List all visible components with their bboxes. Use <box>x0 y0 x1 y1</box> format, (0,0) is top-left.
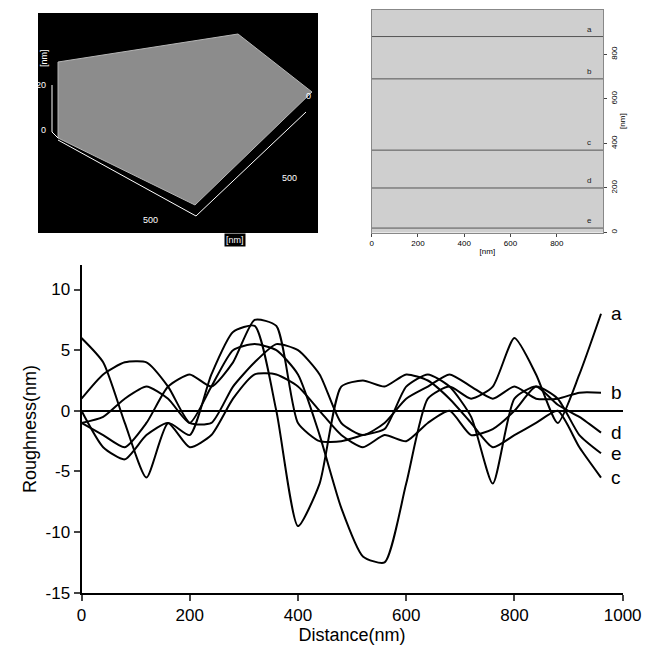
svg-text:b: b <box>587 67 592 76</box>
svg-text:a: a <box>587 25 592 34</box>
svg-text:d: d <box>587 176 591 185</box>
svg-text:200: 200 <box>610 180 619 194</box>
svg-text:0: 0 <box>61 402 70 421</box>
svg-text:-5: -5 <box>55 462 70 481</box>
svg-text:d: d <box>611 422 622 443</box>
svg-text:600: 600 <box>610 90 619 104</box>
svg-text:800: 800 <box>610 46 619 60</box>
svg-text:500: 500 <box>143 215 158 225</box>
svg-text:[nm]: [nm] <box>480 247 496 256</box>
svg-text:Roughness(nm): Roughness(nm) <box>20 365 40 493</box>
svg-text:200: 200 <box>411 239 425 248</box>
svg-text:c: c <box>587 138 591 147</box>
svg-text:[nm]: [nm] <box>39 49 49 67</box>
svg-text:b: b <box>611 382 622 403</box>
svg-text:[nm]: [nm] <box>618 113 627 129</box>
svg-text:0: 0 <box>77 606 86 625</box>
svg-text:-15: -15 <box>46 584 71 603</box>
svg-text:0: 0 <box>610 229 619 234</box>
svg-text:e: e <box>587 216 592 225</box>
svg-text:e: e <box>611 443 622 464</box>
svg-text:800: 800 <box>500 606 528 625</box>
svg-text:10: 10 <box>51 280 70 299</box>
svg-text:1000: 1000 <box>604 606 642 625</box>
svg-text:c: c <box>611 467 621 488</box>
svg-text:0: 0 <box>306 91 311 101</box>
svg-text:600: 600 <box>504 239 518 248</box>
svg-text:500: 500 <box>282 173 297 183</box>
svg-text:5: 5 <box>61 341 70 360</box>
svg-text:0: 0 <box>369 239 374 248</box>
svg-text:Distance(nm): Distance(nm) <box>299 625 406 645</box>
svg-text:400: 400 <box>458 239 472 248</box>
svg-text:a: a <box>611 303 622 324</box>
svg-text:0: 0 <box>41 125 46 135</box>
svg-text:200: 200 <box>176 606 204 625</box>
svg-text:[nm]: [nm] <box>226 235 244 245</box>
svg-text:20: 20 <box>36 80 46 90</box>
svg-text:400: 400 <box>610 135 619 149</box>
svg-text:-10: -10 <box>46 523 71 542</box>
svg-text:600: 600 <box>392 606 420 625</box>
svg-text:400: 400 <box>284 606 312 625</box>
svg-text:800: 800 <box>550 239 564 248</box>
